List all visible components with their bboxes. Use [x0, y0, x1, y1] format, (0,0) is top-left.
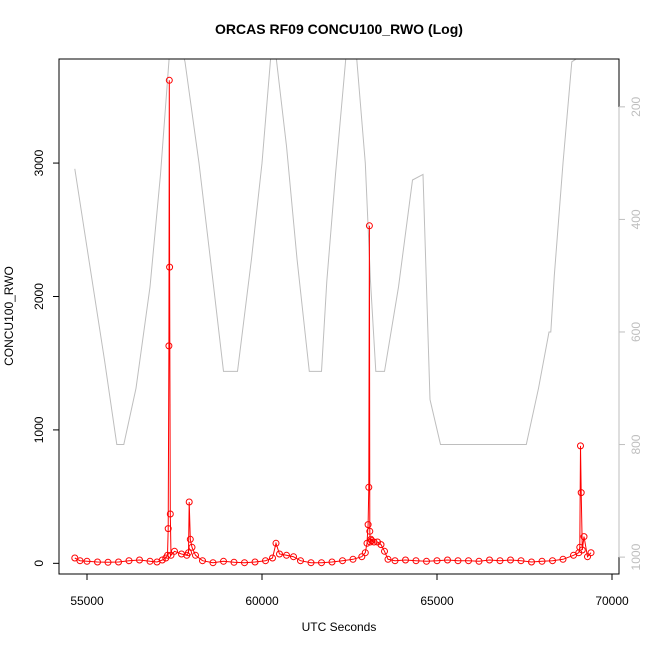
data-point — [381, 547, 388, 555]
chart-title: ORCAS RF09 CONCU100_RWO (Log) — [215, 21, 463, 37]
axes-layer: 55000 60000 65000 70000 0 1000 2000 3000 200 400 6… — [32, 97, 643, 608]
data-point — [104, 558, 112, 566]
data-point — [188, 543, 196, 551]
data-point — [366, 527, 374, 535]
right-tick-label: 400 — [629, 209, 643, 229]
data-point — [192, 551, 199, 559]
data-point — [580, 533, 588, 541]
data-point — [307, 559, 315, 567]
data-point — [146, 557, 154, 565]
right-tick-label: 600 — [629, 322, 643, 342]
data-point — [185, 498, 193, 506]
data-point — [507, 556, 514, 564]
data-point — [528, 558, 535, 566]
data-point — [83, 557, 91, 565]
x-tick-label: 65000 — [420, 594, 454, 608]
data-point — [186, 535, 194, 543]
data-point — [549, 557, 556, 565]
data-point — [283, 551, 290, 559]
data-point — [349, 555, 357, 563]
data-point — [377, 541, 385, 549]
data-point — [158, 556, 166, 564]
series-layer — [71, 59, 595, 567]
data-point — [584, 553, 591, 561]
x-tick-label: 55000 — [70, 594, 104, 608]
data-point — [185, 549, 192, 557]
data-point — [444, 556, 451, 564]
right-tick-label: 1000 — [629, 543, 643, 570]
data-point — [76, 557, 84, 565]
data-point — [209, 559, 217, 567]
data-point — [578, 546, 586, 554]
data-point — [465, 557, 472, 565]
data-point — [171, 547, 178, 555]
data-point — [587, 549, 595, 557]
data-point — [164, 525, 172, 533]
data-point — [262, 557, 269, 565]
data-point — [577, 442, 584, 450]
data-point — [370, 538, 378, 546]
data-point — [538, 557, 546, 565]
y-tick-label: 0 — [32, 560, 46, 567]
data-point — [384, 555, 392, 563]
data-point — [165, 342, 173, 350]
series-line — [74, 80, 592, 564]
y-tick-label: 2000 — [32, 283, 46, 310]
data-point — [290, 553, 297, 561]
data-point — [361, 549, 369, 557]
data-point — [402, 556, 409, 564]
data-point — [125, 557, 133, 565]
data-point — [230, 558, 238, 566]
y-tick-label: 1000 — [32, 416, 46, 443]
data-point — [423, 557, 430, 565]
right-tick-label: 800 — [629, 434, 643, 454]
data-point — [115, 558, 122, 566]
x-axis-label: UTC Seconds — [302, 620, 377, 634]
data-point — [486, 556, 493, 564]
data-point — [199, 557, 206, 565]
x-tick-label: 60000 — [245, 594, 279, 608]
data-point — [496, 557, 504, 565]
data-point — [241, 559, 248, 567]
x-tick-label: 70000 — [595, 594, 629, 608]
data-point — [297, 557, 304, 565]
data-point — [475, 557, 483, 565]
data-point — [365, 222, 373, 230]
data-point — [272, 539, 280, 547]
data-point — [165, 76, 173, 84]
data-point — [366, 538, 374, 546]
data-point — [136, 556, 143, 564]
data-point — [365, 483, 373, 491]
data-point — [517, 557, 525, 565]
data-point — [433, 557, 441, 565]
data-point — [328, 558, 336, 566]
y-tick-label: 3000 — [32, 149, 46, 176]
right-axis-series-line — [74, 59, 578, 445]
data-point — [364, 521, 372, 529]
data-point — [166, 263, 174, 271]
data-point — [167, 551, 175, 559]
data-point — [164, 551, 171, 559]
data-point — [391, 557, 399, 565]
y-axis-label: CONCU100_RWO — [2, 266, 16, 366]
data-point — [412, 557, 420, 565]
data-point — [269, 554, 276, 562]
data-point — [276, 550, 283, 558]
data-point — [358, 553, 366, 561]
data-point — [166, 510, 174, 518]
data-point — [559, 555, 567, 563]
data-point — [94, 558, 101, 566]
data-point — [454, 557, 462, 565]
data-point — [318, 559, 325, 567]
data-point — [577, 489, 585, 497]
data-point — [339, 557, 346, 565]
data-point — [251, 558, 259, 566]
right-tick-label: 200 — [629, 97, 643, 117]
data-point — [220, 557, 227, 565]
